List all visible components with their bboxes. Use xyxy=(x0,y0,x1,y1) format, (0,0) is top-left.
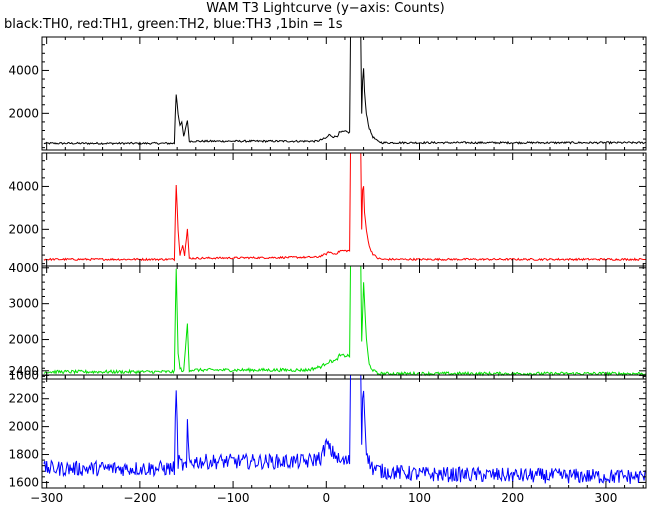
y-tick-label: 1800 xyxy=(8,448,39,462)
y-tick-label: 2000 xyxy=(8,420,39,434)
y-tick-label: 2400 xyxy=(8,364,39,378)
y-tick-label: 1000 xyxy=(8,368,39,382)
y-tick-label: 2000 xyxy=(8,333,39,347)
x-tick-label: −100 xyxy=(217,491,250,505)
y-tick-label: 2200 xyxy=(8,392,39,406)
panel-frame-th0 xyxy=(41,36,647,151)
series-line-th0 xyxy=(43,36,647,146)
series-line-th2 xyxy=(43,265,647,377)
chart-title: WAM T3 Lightcurve (y−axis: Counts) xyxy=(206,1,445,16)
x-tick-label: 0 xyxy=(322,491,330,505)
x-tick-label: 200 xyxy=(501,491,524,505)
panel-frame-th1 xyxy=(41,152,647,267)
x-tick-label: 300 xyxy=(594,491,617,505)
series-line-th3 xyxy=(43,374,647,484)
y-tick-label: 1600 xyxy=(8,475,39,489)
x-tick-label: −200 xyxy=(123,491,156,505)
y-tick-label: 2000 xyxy=(8,222,39,236)
panel-frame-th2 xyxy=(41,265,647,380)
panel-frame-th3 xyxy=(41,374,647,489)
y-tick-label: 4000 xyxy=(8,179,39,193)
y-tick-label: 3000 xyxy=(8,297,39,311)
y-tick-label: 4000 xyxy=(8,261,39,275)
y-tick-label: 4000 xyxy=(8,63,39,77)
series-line-th1 xyxy=(43,152,647,262)
y-tick-label: 2000 xyxy=(8,106,39,120)
x-tick-label: −300 xyxy=(30,491,63,505)
x-tick-label: 100 xyxy=(408,491,431,505)
chart-subtitle: black:TH0, red:TH1, green:TH2, blue:TH3 … xyxy=(4,17,343,32)
